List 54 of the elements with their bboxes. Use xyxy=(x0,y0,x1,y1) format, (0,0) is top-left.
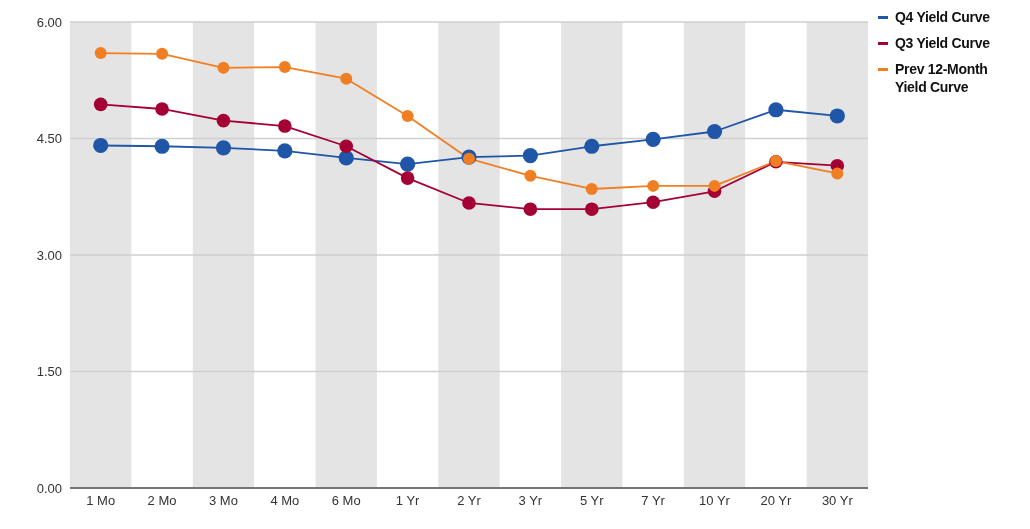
x-tick-label: 2 Yr xyxy=(457,493,482,509)
x-tick-label: 30 Yr xyxy=(821,493,854,509)
point xyxy=(338,150,354,166)
point xyxy=(646,195,660,209)
point xyxy=(156,47,169,60)
point xyxy=(706,123,723,140)
x-tick-label: 1 Yr xyxy=(395,493,421,509)
point xyxy=(154,138,170,154)
point xyxy=(400,156,416,172)
point xyxy=(339,139,354,154)
point xyxy=(155,102,169,116)
point xyxy=(831,167,844,180)
point xyxy=(93,97,108,112)
x-tick-label: 10 Yr xyxy=(699,493,731,509)
x-tick-label: 3 Yr xyxy=(518,493,543,509)
point xyxy=(400,171,415,185)
point xyxy=(277,143,293,159)
point xyxy=(217,61,230,74)
legend-label: Q4 Yield Curve xyxy=(895,8,990,26)
point xyxy=(585,182,598,195)
point xyxy=(524,169,537,182)
point xyxy=(522,147,538,164)
point xyxy=(278,119,292,133)
point xyxy=(584,138,600,154)
point xyxy=(829,108,845,124)
point xyxy=(94,47,107,60)
x-tick-label: 1 Mo xyxy=(86,493,116,509)
legend-label: Q3 Yield Curve xyxy=(895,34,990,52)
y-tick-label: 6.00 xyxy=(36,14,62,30)
x-tick-label: 2 Mo xyxy=(147,493,177,509)
point xyxy=(523,202,538,216)
point xyxy=(278,61,291,74)
point xyxy=(768,102,784,118)
legend-label: Prev 12-Month Yield Curve xyxy=(895,60,989,96)
y-tick-label: 0.00 xyxy=(36,480,62,496)
point xyxy=(462,196,476,210)
point xyxy=(93,137,109,154)
y-tick-label: 4.50 xyxy=(36,131,62,147)
y-tick-label: 1.50 xyxy=(36,364,62,380)
point xyxy=(645,131,661,147)
x-tick-label: 5 Yr xyxy=(579,493,605,509)
point xyxy=(401,109,414,122)
x-tick-label: 3 Mo xyxy=(209,493,238,509)
x-tick-label: 6 Mo xyxy=(331,493,361,509)
x-tick-label: 20 Yr xyxy=(760,493,793,509)
point xyxy=(647,179,660,192)
point xyxy=(215,140,232,156)
x-tick-label: 7 Yr xyxy=(641,493,666,509)
point xyxy=(708,179,721,192)
point xyxy=(584,202,599,216)
y-tick-label: 3.00 xyxy=(36,247,62,263)
point xyxy=(216,113,231,128)
point xyxy=(340,72,353,85)
x-tick-label: 4 Mo xyxy=(270,493,300,509)
